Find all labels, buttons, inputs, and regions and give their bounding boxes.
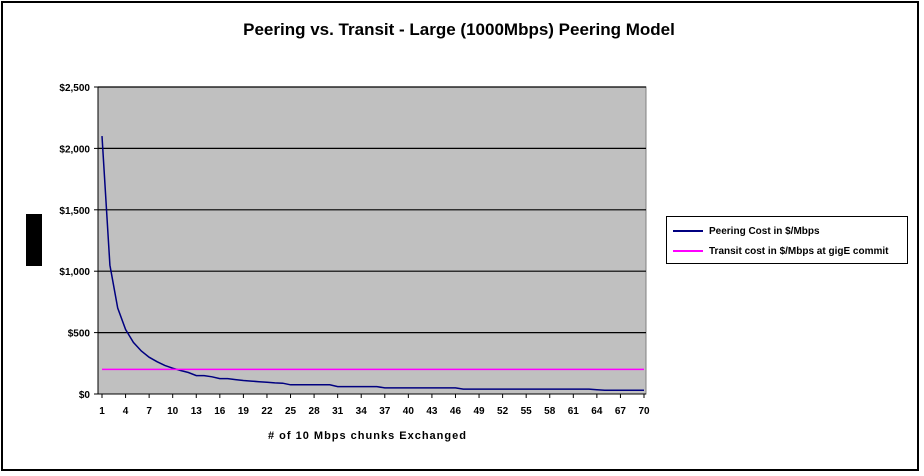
- y-tick-label: $0: [79, 390, 91, 401]
- x-tick-label: 46: [450, 406, 462, 417]
- legend: Peering Cost in $/Mbps Transit cost in $…: [666, 216, 908, 264]
- chart-title: Peering vs. Transit - Large (1000Mbps) P…: [243, 20, 675, 39]
- y-tick-label: $2,500: [59, 83, 90, 94]
- series-line-peering-cost: [101, 136, 644, 392]
- x-tick-label: 70: [638, 406, 650, 417]
- x-tick-label: 34: [356, 406, 368, 417]
- x-tick-label: 52: [497, 406, 509, 417]
- legend-swatch-peering: [673, 230, 703, 232]
- x-tick-label: 67: [615, 406, 627, 417]
- x-tick-label: 4: [123, 406, 129, 417]
- x-tick-label: 64: [591, 406, 603, 417]
- y-tick-label: $2,000: [59, 144, 90, 155]
- x-tick-label: 13: [191, 406, 203, 417]
- x-axis-title: # of 10 Mbps chunks Exchanged: [268, 430, 467, 442]
- x-tick-label: 1: [99, 406, 105, 417]
- legend-item-transit: Transit cost in $/Mbps at gigE commit: [673, 243, 888, 259]
- x-tick-label: 55: [521, 406, 533, 417]
- x-tick-label: 58: [544, 406, 556, 417]
- plot-background: [97, 86, 647, 395]
- legend-item-peering: Peering Cost in $/Mbps: [673, 223, 820, 239]
- x-tick-label: 19: [238, 406, 250, 417]
- x-tick-label: 28: [309, 406, 321, 417]
- x-tick-label: 7: [146, 406, 152, 417]
- y-tick-label: $500: [68, 329, 91, 340]
- y-tick-label: $1,000: [59, 267, 90, 278]
- x-tick-label: 61: [568, 406, 580, 417]
- black-marker-block: [26, 214, 42, 266]
- y-tick-label: $1,500: [59, 206, 90, 217]
- x-tick-label: 40: [403, 406, 415, 417]
- x-tick-label: 16: [214, 406, 226, 417]
- legend-label-transit: Transit cost in $/Mbps at gigE commit: [709, 245, 889, 257]
- legend-label-peering: Peering Cost in $/Mbps: [709, 225, 820, 237]
- x-tick-label: 22: [261, 406, 273, 417]
- x-tick-label: 43: [426, 406, 438, 417]
- x-tick-label: 10: [167, 406, 179, 417]
- x-tick-label: 25: [285, 406, 297, 417]
- x-tick-label: 31: [332, 406, 344, 417]
- x-tick-label: 49: [473, 406, 485, 417]
- x-tick-label: 37: [379, 406, 391, 417]
- legend-swatch-transit: [673, 250, 703, 252]
